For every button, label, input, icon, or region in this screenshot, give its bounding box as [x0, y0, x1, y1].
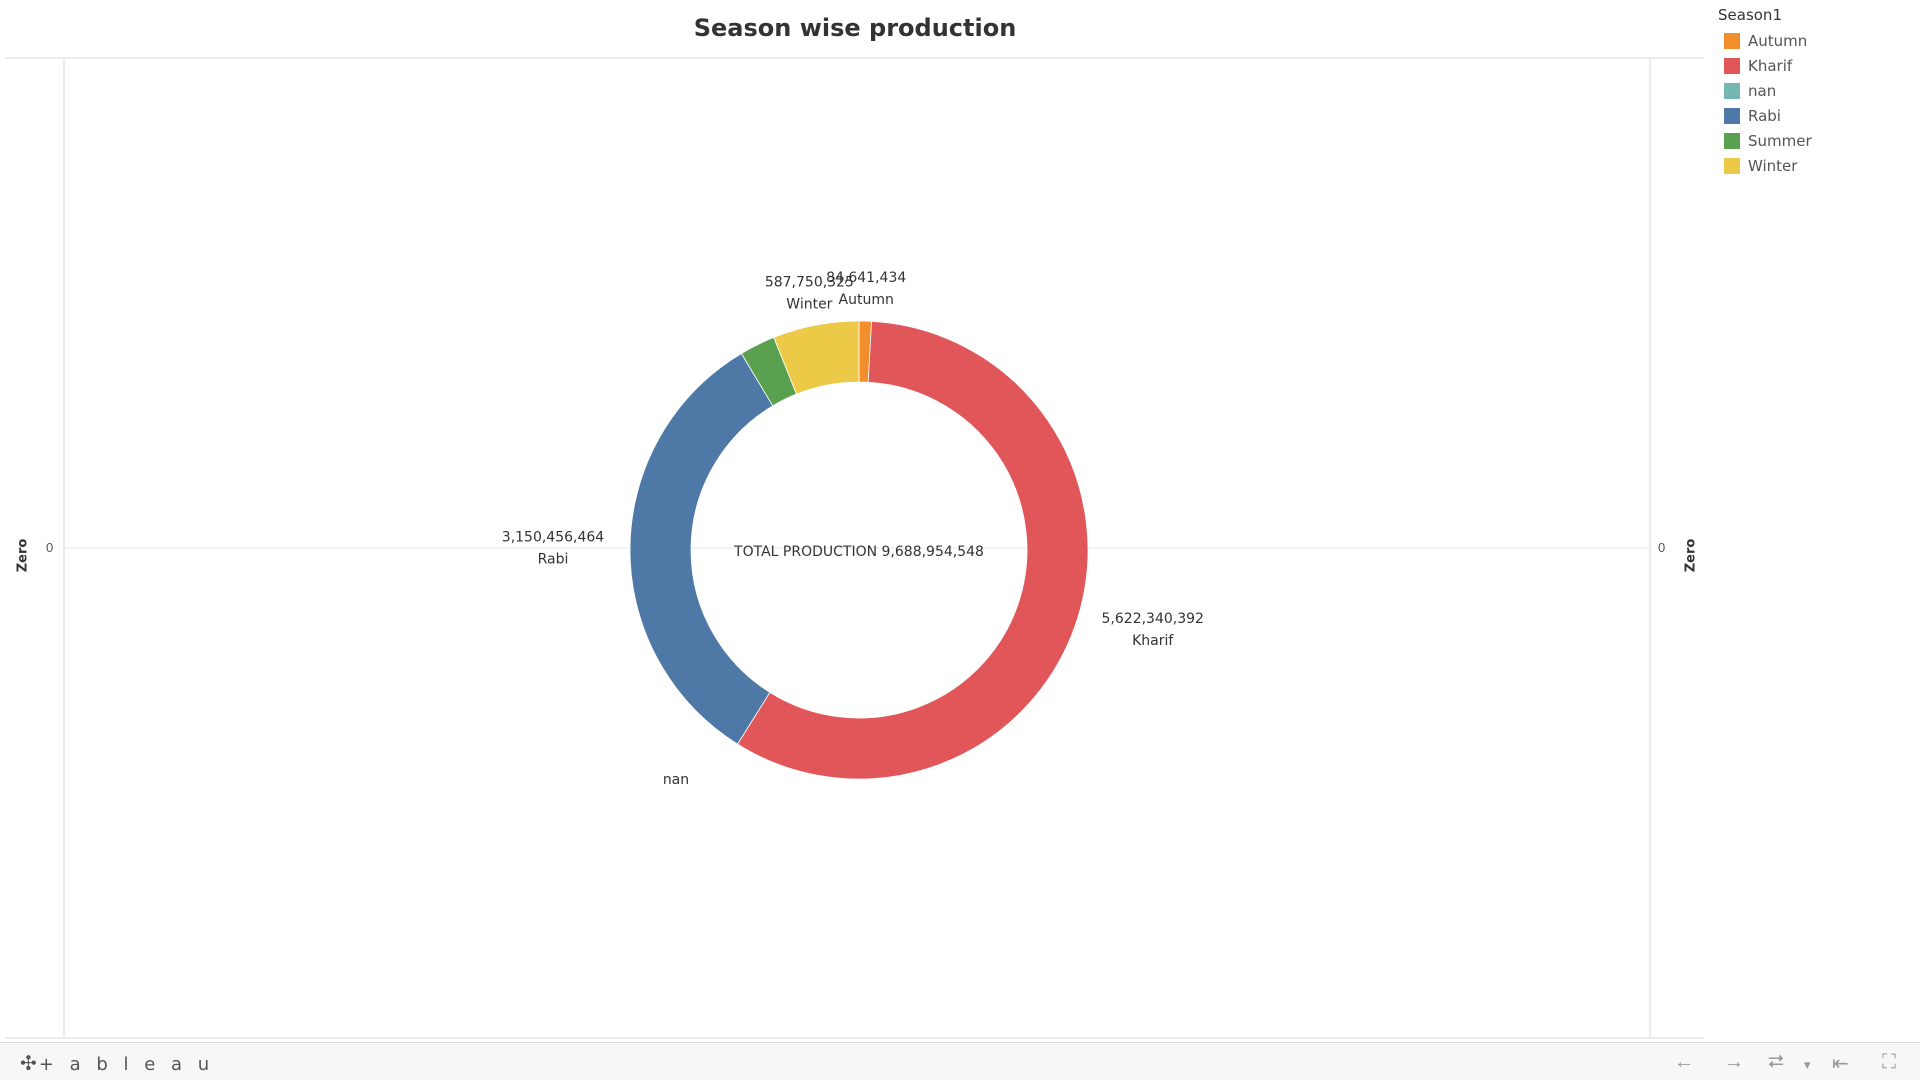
- legend-label-summer: Summer: [1748, 131, 1812, 150]
- legend-swatch-autumn: [1724, 32, 1740, 49]
- revert-dropdown-icon[interactable]: ▾: [1804, 1057, 1811, 1072]
- left-axis-title: Zero: [15, 538, 31, 573]
- legend-label-nan: nan: [1748, 81, 1777, 100]
- slice-value-label-rabi: 3,150,456,464: [502, 529, 605, 545]
- left-axis-tick: 0: [46, 540, 54, 555]
- undo-icon[interactable]: ←: [1674, 1051, 1694, 1073]
- legend-item-nan[interactable]: nan: [1718, 78, 1908, 103]
- slice-label-kharif: 5,622,340,392 Kharif: [1102, 611, 1204, 649]
- reset-icon[interactable]: ⇤: [1832, 1053, 1849, 1075]
- slice-label-rabi: 3,150,456,464 Rabi: [502, 529, 605, 567]
- legend-label-autumn: Autumn: [1748, 31, 1808, 50]
- slice-name-label-rabi: Rabi: [538, 551, 569, 567]
- legend-swatch-kharif: [1724, 57, 1740, 74]
- slice-name-label-winter: Winter: [786, 297, 832, 313]
- toolbar-footer: ✣ + a b l e a u ← → ⮂ ▾ ⇤ ⛶: [0, 1042, 1920, 1080]
- viz-area: Season wise production 84,641,434 Autumn 5…: [5, 14, 1704, 1039]
- right-axis-title: Zero: [1683, 538, 1699, 573]
- center-label: TOTAL PRODUCTION 9,688,954,548: [733, 544, 984, 560]
- legend-item-winter[interactable]: Winter: [1718, 153, 1908, 178]
- legend-item-autumn[interactable]: Autumn: [1718, 28, 1908, 53]
- legend-swatch-nan: [1724, 82, 1740, 99]
- legend-item-kharif[interactable]: Kharif: [1718, 53, 1908, 78]
- slice-value-label-winter: 587,750,325: [765, 275, 854, 291]
- legend: Season1 Autumn Kharif nan Rabi Summer Winter: [1718, 6, 1908, 178]
- legend-title: Season1: [1718, 6, 1782, 24]
- fullscreen-icon[interactable]: ⛶: [1882, 1051, 1896, 1073]
- right-axis-tick: 0: [1658, 540, 1666, 555]
- slice-name-label-nan: nan: [663, 772, 689, 788]
- slice-value-label-autumn: 84,641,434: [826, 270, 906, 286]
- legend-swatch-summer: [1724, 132, 1740, 149]
- slice-labels: 84,641,434 Autumn 5,622,340,392 Kharif nan 3,…: [502, 270, 1204, 788]
- slice-label-winter: 587,750,325 Winter: [765, 275, 854, 313]
- slice-label-autumn: 84,641,434 Autumn: [826, 270, 906, 308]
- revert-icon[interactable]: ⮂: [1768, 1051, 1784, 1073]
- slice-rabi[interactable]: [629, 352, 774, 745]
- slice-name-label-kharif: Kharif: [1132, 633, 1174, 649]
- brand-text: + a b l e a u: [38, 1054, 215, 1075]
- legend-label-winter: Winter: [1748, 156, 1798, 175]
- slices: [629, 320, 1089, 780]
- slice-kharif[interactable]: [736, 320, 1089, 780]
- legend-swatch-rabi: [1724, 107, 1740, 124]
- slice-label-nan: nan: [663, 772, 689, 788]
- slice-value-label-kharif: 5,622,340,392: [1102, 611, 1204, 627]
- legend-item-rabi[interactable]: Rabi: [1718, 103, 1908, 128]
- donut-chart: 84,641,434 Autumn 5,622,340,392 Kharif nan 3,…: [5, 57, 1704, 1039]
- slice-name-label-autumn: Autumn: [839, 292, 894, 308]
- legend-item-summer[interactable]: Summer: [1718, 128, 1908, 153]
- legend-label-rabi: Rabi: [1748, 106, 1781, 125]
- redo-icon[interactable]: →: [1724, 1051, 1744, 1073]
- tableau-logo-icon: ✣: [20, 1051, 37, 1075]
- legend-swatch-winter: [1724, 157, 1740, 174]
- chart-title: Season wise production: [693, 14, 1017, 42]
- slice-winter[interactable]: [773, 320, 860, 395]
- legend-items: Autumn Kharif nan Rabi Summer Winter: [1718, 28, 1908, 178]
- tableau-brand[interactable]: ✣ + a b l e a u: [20, 1051, 214, 1075]
- legend-label-kharif: Kharif: [1748, 56, 1793, 75]
